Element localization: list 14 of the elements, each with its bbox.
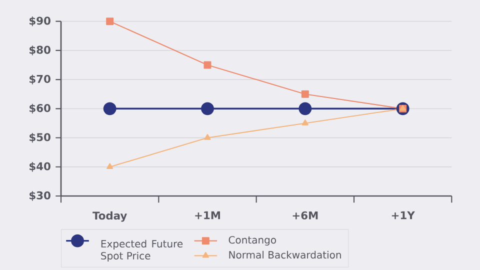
y-tick-label: $60 bbox=[30, 104, 50, 114]
x-tick-label: +1Y bbox=[392, 211, 415, 220]
x-tick-label: Today bbox=[92, 211, 127, 222]
x-tick-label: +1M bbox=[195, 211, 220, 220]
y-tick-label: $80 bbox=[30, 46, 50, 56]
legend-label: Normal Backwardation bbox=[229, 250, 341, 259]
y-tick-label: $90 bbox=[30, 16, 50, 26]
y-tick-label: $70 bbox=[30, 74, 50, 84]
x-tick-label: +6M bbox=[292, 211, 318, 220]
y-tick-label: $40 bbox=[30, 162, 50, 172]
legend-label: Expected Future Spot Price bbox=[101, 240, 183, 262]
y-tick-label: $30 bbox=[30, 191, 50, 201]
y-tick-label: $50 bbox=[30, 132, 50, 143]
legend-label: Contango bbox=[228, 236, 276, 246]
